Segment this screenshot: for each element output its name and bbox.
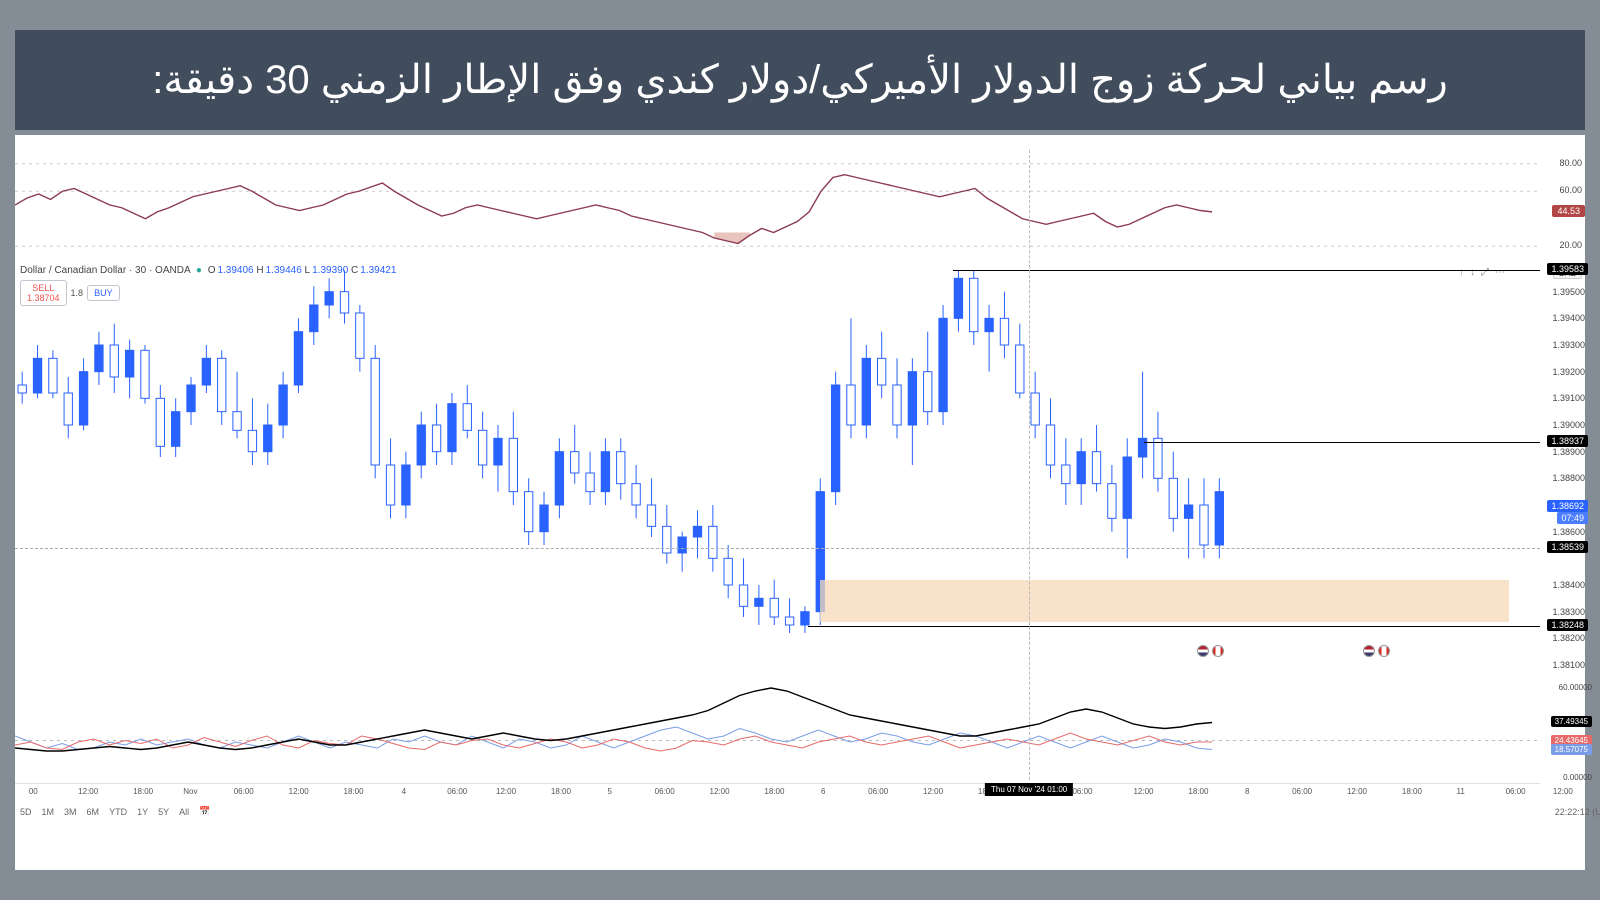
crosshair-horizontal xyxy=(15,548,1540,549)
price-tag: 1.38937 xyxy=(1547,435,1588,447)
range-1m[interactable]: 1M xyxy=(42,807,55,817)
range-6m[interactable]: 6M xyxy=(87,807,100,817)
time-highlight-label: Thu 07 Nov '24 01:00 xyxy=(985,783,1073,796)
rsi-current-badge: 44.53 xyxy=(1552,205,1585,217)
time-tick: 12:00 xyxy=(1553,787,1573,796)
range-5y[interactable]: 5Y xyxy=(158,807,169,817)
time-tick: 06:00 xyxy=(447,787,467,796)
time-tick: 12:00 xyxy=(289,787,309,796)
time-tick: 18:00 xyxy=(133,787,153,796)
sell-button[interactable]: SELL1.38704 xyxy=(20,280,67,306)
flag-ca-icon xyxy=(1378,645,1390,657)
horizontal-level-line[interactable] xyxy=(953,270,1540,271)
price-y-label: 1.38300 xyxy=(1552,607,1585,617)
time-tick: 06:00 xyxy=(1292,787,1312,796)
time-tick: 06:00 xyxy=(1072,787,1092,796)
price-y-label: 1.38100 xyxy=(1552,660,1585,670)
price-tag: 1.38539 xyxy=(1547,541,1588,553)
time-tick: 18:00 xyxy=(1188,787,1208,796)
price-tag: 1.39583 xyxy=(1547,263,1588,275)
spread-value: 1.8 xyxy=(71,288,84,298)
adx-dmi-chart[interactable] xyxy=(15,673,1540,778)
price-tag: 1.38692 xyxy=(1547,500,1588,512)
rsi-chart[interactable] xyxy=(15,150,1540,260)
clock-label: 22:22:12 (UTC+3) xyxy=(1555,807,1600,817)
price-y-label: 1.39500 xyxy=(1552,287,1585,297)
time-tick: 12:00 xyxy=(1133,787,1153,796)
price-y-label: 1.39000 xyxy=(1552,420,1585,430)
price-y-label: 1.38400 xyxy=(1552,580,1585,590)
chart-stage: 80.0060.0020.00 44.53 Dollar / Canadian … xyxy=(15,135,1585,870)
symbol-info-row: Dollar / Canadian Dollar · 30 · OANDA ● … xyxy=(20,265,396,276)
horizontal-level-line[interactable] xyxy=(1144,442,1541,443)
buy-button[interactable]: BUY xyxy=(87,285,120,301)
time-tick: 4 xyxy=(402,787,406,796)
range-5d[interactable]: 5D xyxy=(20,807,32,817)
time-tick: 11 xyxy=(1457,787,1465,796)
time-tick: 06:00 xyxy=(655,787,675,796)
time-tick: 18:00 xyxy=(1402,787,1422,796)
osc-y-label: 0.00000 xyxy=(1563,773,1592,782)
chart-title: رسم بياني لحركة زوج الدولار الأميركي/دول… xyxy=(152,57,1448,103)
range-ytd[interactable]: YTD xyxy=(109,807,127,817)
calendar-icon[interactable]: 📅 xyxy=(199,806,210,817)
time-tick: 12:00 xyxy=(710,787,730,796)
price-y-label: 1.38600 xyxy=(1552,527,1585,537)
osc-y-label: 60.00000 xyxy=(1559,683,1592,692)
time-tick: 6 xyxy=(821,787,825,796)
osc-value-tag: 18.57075 xyxy=(1551,744,1592,755)
time-tick: Nov xyxy=(183,787,197,796)
price-tag: 07:49 xyxy=(1557,512,1588,524)
status-dot-icon: ● xyxy=(196,265,202,276)
rsi-y-label: 60.00 xyxy=(1559,185,1582,195)
time-tick: 06:00 xyxy=(1506,787,1526,796)
price-y-label: 1.39300 xyxy=(1552,340,1585,350)
time-tick: 18:00 xyxy=(344,787,364,796)
time-tick: 18:00 xyxy=(764,787,784,796)
time-axis[interactable]: 00 12:00 18:00 Nov 06:00 12:00 18:00 4 06:00 12:0… xyxy=(15,783,1540,801)
oscillator-panel: 60.000000.00000 37.4934524.4364518.57075 xyxy=(15,673,1540,778)
price-y-label: 1.39100 xyxy=(1552,393,1585,403)
time-tick: 12:00 xyxy=(923,787,943,796)
price-y-label: 1.39400 xyxy=(1552,313,1585,323)
crosshair-full-vertical xyxy=(1029,150,1030,780)
time-tick: 18:00 xyxy=(551,787,571,796)
time-tick: 06:00 xyxy=(868,787,888,796)
time-tick: 8 xyxy=(1245,787,1249,796)
chart-title-bar: رسم بياني لحركة زوج الدولار الأميركي/دول… xyxy=(15,30,1585,130)
osc-value-tag: 37.49345 xyxy=(1551,716,1592,727)
time-tick: 12:00 xyxy=(78,787,98,796)
flag-us-icon xyxy=(1197,645,1209,657)
range-all[interactable]: All xyxy=(179,807,189,817)
price-y-label: 1.38200 xyxy=(1552,633,1585,643)
time-tick: 00 xyxy=(29,787,38,796)
range-3m[interactable]: 3M xyxy=(64,807,77,817)
time-tick: 12:00 xyxy=(1347,787,1367,796)
price-y-label: 1.38900 xyxy=(1552,447,1585,457)
time-tick: 12:00 xyxy=(496,787,516,796)
trade-buttons-row: SELL1.38704 1.8 BUY xyxy=(20,280,120,306)
price-tag: 1.38248 xyxy=(1547,619,1588,631)
time-tick: 5 xyxy=(608,787,612,796)
rsi-y-label: 80.00 xyxy=(1559,158,1582,168)
rsi-panel: 80.0060.0020.00 44.53 xyxy=(15,150,1540,260)
price-y-label: 1.38800 xyxy=(1552,473,1585,483)
rsi-y-label: 20.00 xyxy=(1559,240,1582,250)
economic-event-flags[interactable] xyxy=(1363,645,1390,657)
range-selector-row: 5D 1M 3M 6M YTD 1Y 5Y All 📅 xyxy=(20,806,210,817)
flag-us-icon xyxy=(1363,645,1375,657)
symbol-name: Dollar / Canadian Dollar · 30 · OANDA xyxy=(20,265,190,276)
ohlc-values: O1.39406 H1.39446 L1.39390 C1.39421 xyxy=(208,265,397,276)
economic-event-flags[interactable] xyxy=(1197,645,1224,657)
main-price-panel: Dollar / Canadian Dollar · 30 · OANDA ● … xyxy=(15,265,1540,665)
horizontal-level-line[interactable] xyxy=(808,626,1540,627)
range-1y[interactable]: 1Y xyxy=(137,807,148,817)
time-tick: 06:00 xyxy=(234,787,254,796)
demand-zone-rect xyxy=(820,580,1509,623)
flag-ca-icon xyxy=(1212,645,1224,657)
price-y-label: 1.39200 xyxy=(1552,367,1585,377)
